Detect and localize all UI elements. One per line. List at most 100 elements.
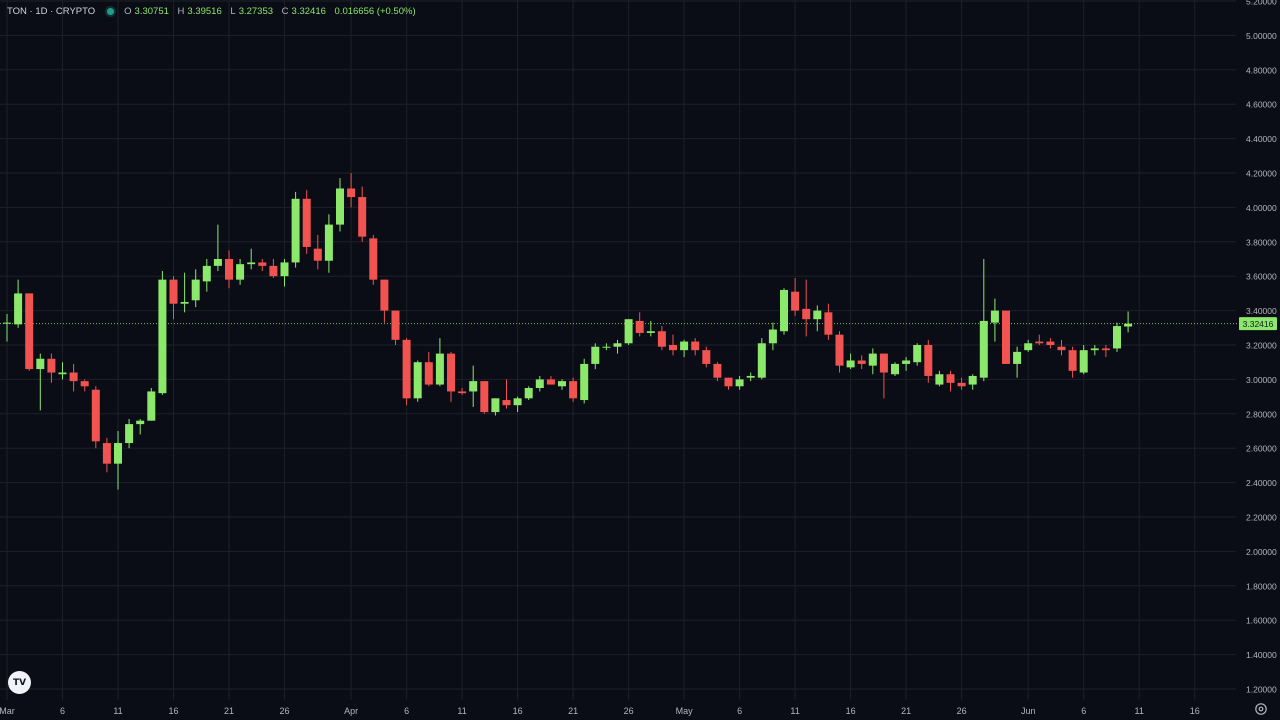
y-tick-label: 2.00000 — [1246, 547, 1277, 557]
y-tick-label: 3.20000 — [1246, 341, 1277, 351]
candle-body — [968, 375, 977, 385]
candle-body — [1035, 341, 1044, 344]
candle-body — [879, 353, 888, 373]
x-tick-label: 11 — [457, 706, 466, 716]
candle-body — [813, 310, 822, 320]
candle-body — [946, 374, 955, 383]
y-tick-label: 5.00000 — [1246, 31, 1277, 41]
x-tick-label: 6 — [1081, 706, 1086, 716]
candle-body — [435, 353, 444, 385]
tradingview-logo-icon[interactable]: TV — [8, 671, 31, 694]
candle-body — [213, 259, 222, 266]
candle-body — [1057, 346, 1066, 351]
y-tick-label: 1.80000 — [1246, 581, 1277, 591]
candle-body — [225, 259, 233, 280]
candle-body — [191, 279, 200, 301]
x-tick-label: 16 — [513, 706, 523, 716]
y-tick-label: 3.00000 — [1246, 375, 1277, 385]
candle-body — [102, 443, 111, 464]
candle-body — [935, 374, 944, 385]
candle-body — [158, 279, 167, 394]
x-tick-label: 11 — [113, 706, 122, 716]
candle-body — [125, 424, 134, 444]
candle-body — [47, 358, 56, 373]
x-tick-label: 21 — [901, 706, 911, 716]
candle-body — [535, 379, 544, 388]
candle-body — [902, 360, 911, 364]
candle-body — [236, 264, 245, 280]
candle-body — [136, 420, 145, 425]
candle-body — [458, 391, 467, 394]
low-value: 3.27353 — [238, 5, 274, 17]
candle-body — [546, 379, 555, 385]
candle-body — [502, 400, 511, 406]
gear-icon[interactable] — [1254, 702, 1268, 716]
candle-body — [691, 341, 700, 351]
candle-body — [1046, 341, 1055, 345]
candle-body — [524, 388, 533, 399]
candle-body — [791, 291, 800, 311]
candle-body — [358, 197, 367, 237]
x-tick-label: 6 — [404, 706, 409, 716]
candle-body — [58, 372, 67, 375]
y-tick-label: 1.60000 — [1246, 616, 1277, 626]
candle-body — [369, 238, 378, 280]
y-tick-label: 5.20000 — [1246, 0, 1277, 7]
candle-body — [269, 265, 278, 277]
candle-body — [1101, 348, 1110, 351]
x-tick-label: 26 — [957, 706, 967, 716]
candle-body — [80, 381, 89, 387]
x-tick-label: 6 — [737, 706, 742, 716]
candle-body — [3, 322, 11, 324]
candle-body — [613, 343, 622, 347]
candle-body — [768, 329, 777, 344]
x-tick-label: 21 — [224, 706, 234, 716]
candle-body — [169, 279, 178, 304]
x-tick-label: 16 — [846, 706, 856, 716]
market-status-icon — [107, 7, 115, 15]
high-value: 3.39516 — [187, 5, 222, 17]
candle-body — [36, 358, 45, 370]
candle-body — [680, 341, 689, 351]
y-tick-label: 4.40000 — [1246, 134, 1277, 144]
candle-body — [1079, 350, 1088, 373]
candle-body — [757, 343, 766, 378]
x-tick-label: 16 — [168, 706, 178, 716]
candle-body — [147, 391, 156, 421]
candle-body — [202, 265, 211, 282]
candle-body — [868, 353, 877, 366]
y-tick-label: 2.60000 — [1246, 444, 1277, 454]
candle-body — [835, 334, 844, 366]
x-tick-label: 21 — [568, 706, 578, 716]
symbol-label[interactable]: TON · 1D · CRYPTO — [7, 5, 96, 17]
x-tick-label: 6 — [60, 706, 65, 716]
candle-body — [957, 382, 966, 387]
last-price-label: 3.32416 — [1243, 319, 1274, 329]
low-label: L — [230, 5, 236, 17]
candle-body — [180, 302, 189, 304]
candle-body — [735, 379, 744, 387]
candle-body — [424, 362, 433, 385]
candle-body — [469, 381, 478, 392]
candle-body — [302, 198, 311, 247]
candle-body — [447, 353, 455, 392]
y-tick-label: 3.60000 — [1246, 272, 1277, 282]
candle-body — [990, 310, 999, 323]
candle-body — [14, 293, 23, 325]
x-tick-label: Mar — [0, 706, 15, 716]
candle-body — [624, 319, 633, 344]
candle-body — [802, 308, 811, 320]
candle-body — [657, 331, 666, 347]
candle-body — [558, 381, 566, 387]
candle-body — [280, 262, 289, 277]
y-tick-label: 2.40000 — [1246, 478, 1277, 488]
high-label: H — [177, 5, 185, 17]
y-tick-label: 2.20000 — [1246, 513, 1277, 523]
candle-body — [1024, 343, 1033, 351]
candle-body — [1002, 310, 1010, 364]
open-label: O — [124, 5, 132, 17]
candle-body — [413, 362, 422, 399]
y-tick-label: 3.80000 — [1246, 237, 1277, 247]
